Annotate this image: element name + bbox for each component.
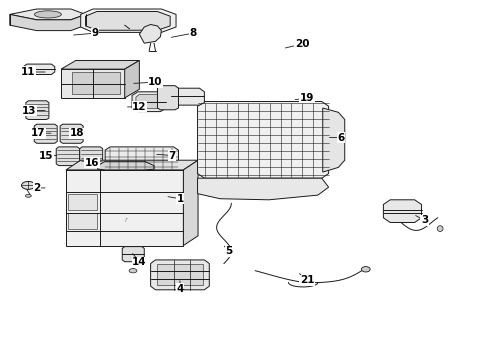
Ellipse shape (34, 11, 61, 18)
Polygon shape (23, 64, 55, 75)
Polygon shape (61, 69, 124, 98)
Polygon shape (197, 178, 328, 200)
Ellipse shape (25, 194, 31, 197)
Polygon shape (10, 9, 85, 20)
Polygon shape (157, 86, 178, 110)
Polygon shape (124, 60, 139, 98)
Text: 9: 9 (92, 28, 99, 38)
Polygon shape (98, 161, 154, 170)
Polygon shape (122, 247, 144, 262)
Text: 5: 5 (225, 246, 232, 256)
Polygon shape (85, 12, 170, 30)
Polygon shape (183, 160, 198, 246)
Ellipse shape (21, 181, 35, 189)
Text: 2: 2 (33, 183, 40, 193)
Text: 18: 18 (70, 128, 84, 138)
Polygon shape (68, 194, 97, 210)
Text: 11: 11 (21, 67, 36, 77)
Polygon shape (56, 147, 80, 166)
Polygon shape (197, 102, 328, 178)
Text: 4: 4 (176, 284, 183, 294)
Text: 13: 13 (22, 105, 37, 116)
Text: 7: 7 (168, 150, 176, 161)
Polygon shape (10, 14, 85, 31)
Polygon shape (66, 160, 198, 170)
Ellipse shape (361, 266, 369, 272)
Polygon shape (34, 124, 57, 143)
Polygon shape (322, 108, 344, 172)
Text: 6: 6 (337, 132, 344, 143)
Text: 10: 10 (148, 77, 163, 87)
Text: 15: 15 (39, 150, 54, 161)
Polygon shape (132, 92, 166, 112)
Text: 12: 12 (132, 102, 146, 112)
Text: 1: 1 (176, 194, 183, 204)
Text: 14: 14 (132, 257, 146, 267)
Polygon shape (139, 24, 161, 43)
Text: 16: 16 (84, 158, 99, 168)
Polygon shape (80, 147, 102, 166)
Polygon shape (72, 72, 120, 94)
Polygon shape (136, 94, 162, 109)
Polygon shape (171, 88, 204, 105)
Polygon shape (157, 264, 203, 285)
Polygon shape (383, 200, 421, 222)
Polygon shape (66, 170, 183, 246)
Ellipse shape (129, 269, 137, 273)
Polygon shape (26, 101, 49, 120)
Text: 20: 20 (294, 39, 309, 49)
Text: r: r (124, 217, 127, 222)
Polygon shape (150, 260, 209, 290)
Text: 17: 17 (31, 128, 45, 138)
Text: 21: 21 (299, 275, 314, 285)
Polygon shape (68, 213, 97, 229)
Polygon shape (105, 147, 178, 169)
Text: 3: 3 (420, 215, 427, 225)
Polygon shape (61, 60, 139, 69)
Text: 8: 8 (189, 28, 196, 38)
Polygon shape (60, 124, 83, 143)
Text: 19: 19 (299, 93, 314, 103)
Ellipse shape (436, 226, 442, 231)
Polygon shape (81, 9, 176, 32)
